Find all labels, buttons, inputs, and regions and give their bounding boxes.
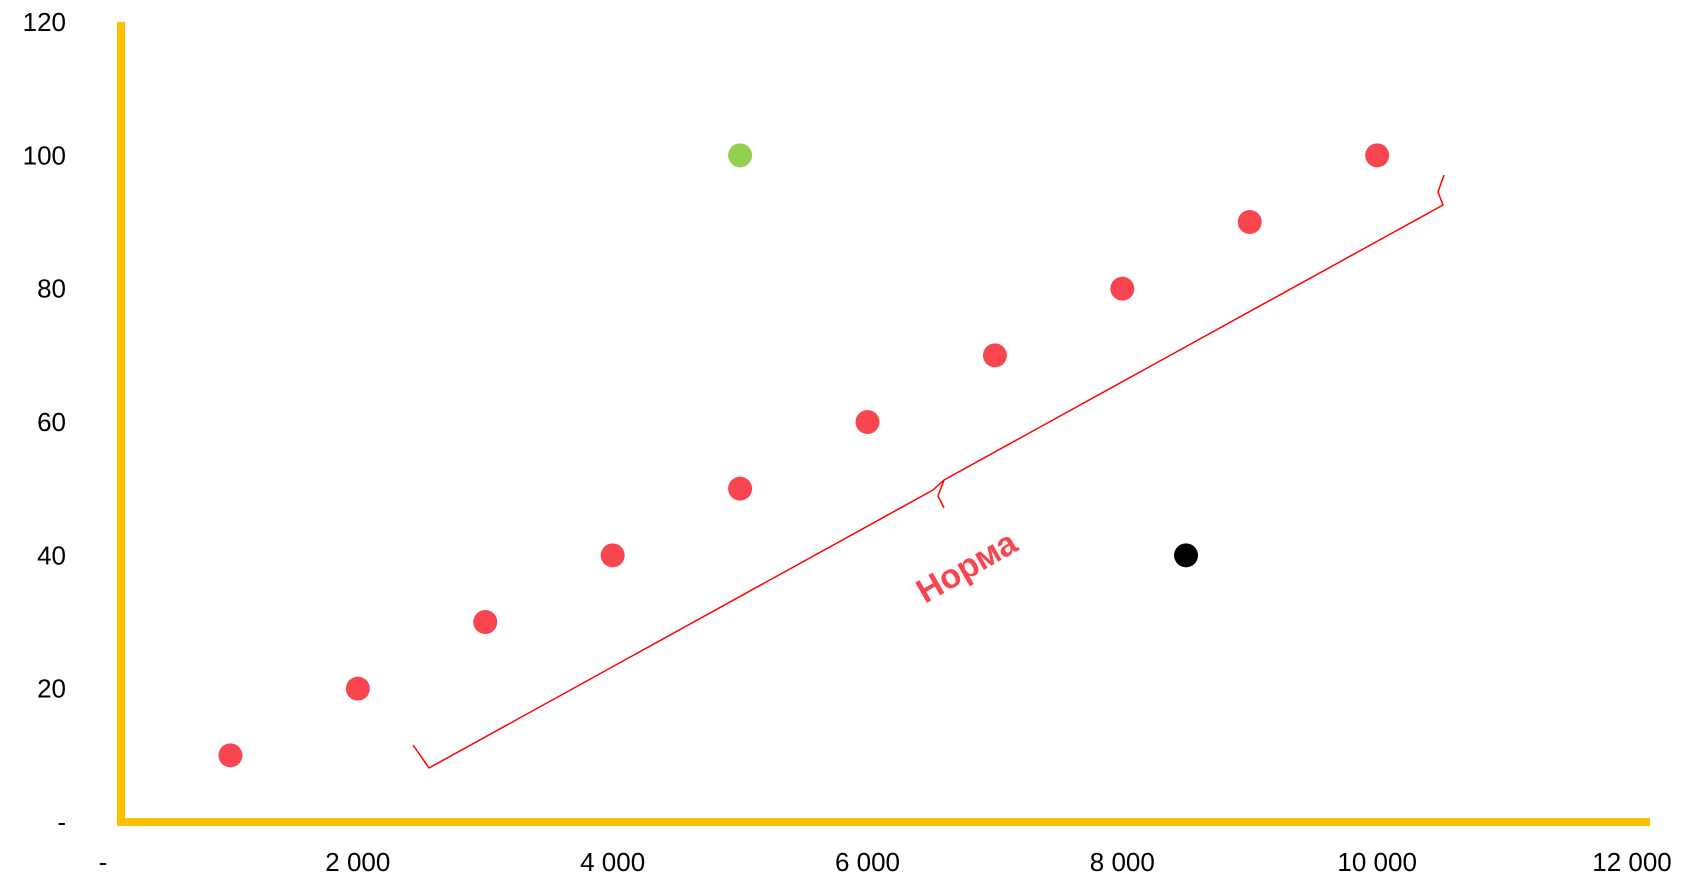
data-point [728, 476, 753, 501]
y-tick-label: 20 [37, 674, 66, 704]
y-tick-label: - [57, 807, 66, 837]
x-tick-label: 4 000 [580, 847, 645, 877]
data-points [218, 143, 1390, 768]
x-tick-label: 2 000 [325, 847, 390, 877]
y-tick-label: 100 [23, 140, 66, 170]
x-tick-labels: - 2 000 4 000 6 000 8 000 10 000 12 000 [99, 847, 1672, 877]
norm-bracket [412, 174, 1445, 769]
data-point [600, 543, 625, 568]
x-tick-label: - [99, 847, 108, 877]
x-tick-label: 6 000 [835, 847, 900, 877]
y-tick-labels: - 20 40 60 80 100 120 [23, 7, 66, 837]
data-point [473, 610, 498, 634]
data-point [1110, 276, 1135, 301]
annotations: Норма [910, 523, 1025, 611]
data-point [345, 676, 370, 701]
data-point [728, 143, 753, 168]
data-point [982, 343, 1007, 368]
norm-brace [412, 174, 1445, 769]
y-tick-label: 60 [37, 407, 66, 437]
norm-annotation-label: Норма [910, 523, 1025, 611]
data-point [855, 410, 880, 434]
x-tick-label: 10 000 [1337, 847, 1417, 877]
data-point [1174, 543, 1199, 568]
y-tick-label: 40 [37, 540, 66, 570]
data-point [218, 743, 243, 768]
data-point [1237, 210, 1262, 234]
data-point [1365, 143, 1390, 168]
y-tick-label: 120 [23, 7, 66, 37]
x-tick-label: 12 000 [1592, 847, 1672, 877]
y-tick-label: 80 [37, 274, 66, 304]
x-tick-label: 8 000 [1090, 847, 1155, 877]
